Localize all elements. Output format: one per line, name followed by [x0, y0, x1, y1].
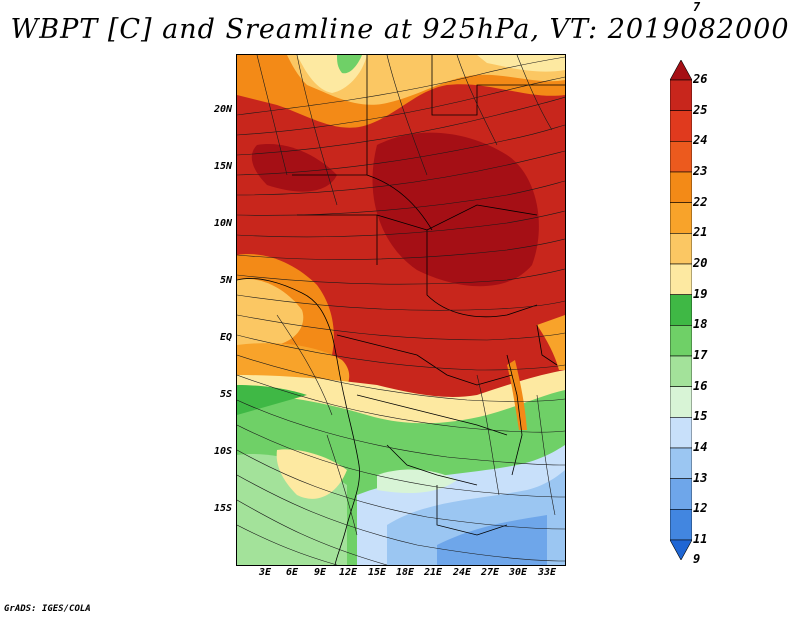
- colorbar-segment: [670, 386, 692, 418]
- colorbar-segment: [670, 294, 692, 326]
- colorbar-segment: [670, 478, 692, 510]
- colorbar-label: 14: [693, 440, 708, 454]
- colorbar-label: 23: [693, 164, 708, 178]
- colorbar-segment: [670, 325, 692, 357]
- lon-label-3e: 3E: [258, 567, 272, 578]
- colorbar-label: 20: [693, 256, 708, 270]
- colorbar-segment: [670, 417, 692, 449]
- lon-label-6e: 6E: [285, 567, 299, 578]
- lon-label-15e: 15E: [367, 567, 387, 578]
- colorbar-label: 21: [693, 225, 708, 240]
- colorbar-label: 15: [693, 409, 708, 424]
- colorbar-label: 24: [693, 133, 708, 148]
- lon-label-33e: 33E: [537, 567, 557, 578]
- map-panel: [236, 54, 566, 566]
- colorbar-label: 16: [693, 378, 708, 393]
- lat-label-5n: 5N: [219, 275, 232, 286]
- colorbar-label: 26: [693, 72, 708, 86]
- colorbar-segment: [670, 263, 692, 295]
- colorbar-segment: [670, 509, 692, 541]
- lat-label-10n: 10N: [213, 218, 232, 229]
- lat-label-20n: 20N: [213, 104, 232, 115]
- colorbar-segment: [670, 60, 692, 81]
- colorbar-segment: [670, 171, 692, 203]
- lat-label-15s: 15S: [213, 503, 232, 514]
- lon-label-18e: 18E: [395, 567, 415, 578]
- lon-label-9e: 9E: [313, 567, 327, 578]
- colorbar-label: 19: [693, 286, 708, 301]
- colorbar-label: 9: [693, 552, 701, 566]
- lon-label-21e: 21E: [423, 567, 443, 578]
- colorbar-segment: [670, 141, 692, 173]
- map-title: WBPT [C] and Sreamline at 925hPa, VT: 20…: [10, 14, 790, 45]
- colorbar-label: 13: [693, 470, 708, 485]
- colorbar-label: 12: [693, 501, 708, 516]
- colorbar-label: 22: [693, 194, 708, 209]
- lat-label-eq: EQ: [219, 332, 232, 343]
- wbpt-field: [237, 55, 565, 565]
- credit-text: GrADS: IGES/COLA: [4, 604, 91, 614]
- colorbar-segment: [670, 539, 692, 560]
- colorbar-segment: [670, 110, 692, 142]
- colorbar-label: 11: [693, 532, 708, 546]
- lon-label-12e: 12E: [338, 567, 358, 578]
- colorbar-segment: [670, 79, 692, 111]
- colorbar-label: 25: [693, 102, 708, 117]
- lat-label-5s: 5S: [219, 389, 232, 400]
- lat-label-10s: 10S: [213, 446, 232, 457]
- colorbar-segment: [670, 202, 692, 234]
- colorbar-segment: [670, 447, 692, 479]
- lon-label-27e: 27E: [480, 567, 500, 578]
- lat-label-15n: 15N: [213, 161, 232, 172]
- lon-label-24e: 24E: [452, 567, 472, 578]
- colorbar-label: 7: [693, 0, 701, 14]
- colorbar-segment: [670, 233, 692, 265]
- colorbar: [670, 60, 692, 560]
- colorbar-segment: [670, 355, 692, 387]
- lon-label-30e: 30E: [508, 567, 528, 578]
- colorbar-label: 17: [693, 348, 708, 362]
- colorbar-label: 18: [693, 317, 708, 332]
